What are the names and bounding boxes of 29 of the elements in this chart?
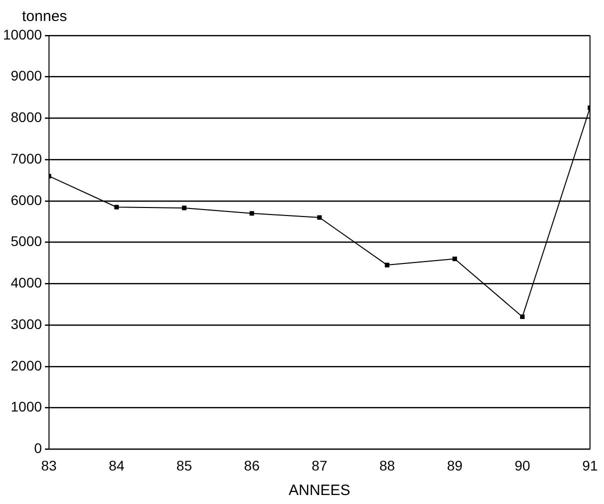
point <box>452 256 457 262</box>
x-tick-label: 87 <box>312 457 328 474</box>
x-tick-label: 88 <box>379 457 396 474</box>
x-tick-label: 86 <box>244 457 260 474</box>
y-axis-title: tonnes <box>22 8 68 25</box>
y-tick-label: 5000 <box>10 233 42 250</box>
x-tick-label: 83 <box>41 457 57 474</box>
point <box>182 206 186 210</box>
point <box>250 211 254 216</box>
x-tick-label: 90 <box>514 457 530 474</box>
x-tick-label: 85 <box>176 457 192 474</box>
y-tick-label: 6000 <box>10 192 42 208</box>
y-tick-label: 1000 <box>10 398 42 415</box>
y-tick-label: 3000 <box>10 316 42 332</box>
y-tick-label: 9000 <box>10 68 42 84</box>
x-axis-title: ANNEES <box>288 482 350 500</box>
y-tick-label: 0 <box>34 440 42 456</box>
y-tick-label: 10000 <box>2 26 42 42</box>
point <box>317 215 322 220</box>
x-tick-label: 84 <box>108 457 125 474</box>
y-tick-label: 8000 <box>10 109 42 126</box>
point <box>384 262 390 268</box>
point <box>114 204 119 210</box>
x-tick-label: 91 <box>582 457 598 474</box>
x-tick-label: 89 <box>446 457 463 474</box>
y-tick-label: 7000 <box>10 150 42 166</box>
y-tick-label: 4000 <box>10 274 42 291</box>
y-tick-label: 2000 <box>10 357 42 374</box>
point <box>520 314 525 320</box>
